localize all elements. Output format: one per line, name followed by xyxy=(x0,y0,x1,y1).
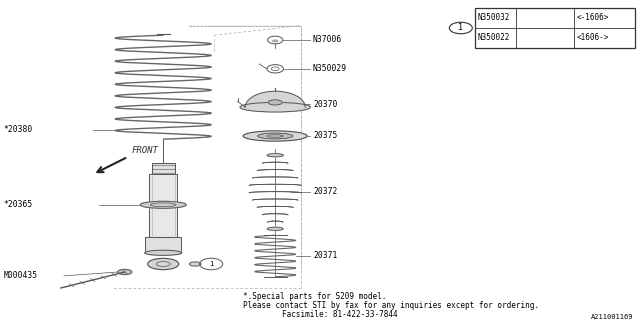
Text: *20365: *20365 xyxy=(3,200,33,209)
Text: M000435: M000435 xyxy=(3,271,37,280)
Ellipse shape xyxy=(140,201,186,208)
Text: N350032: N350032 xyxy=(477,13,510,22)
Ellipse shape xyxy=(243,131,307,141)
Text: <1606->: <1606-> xyxy=(577,34,609,43)
Text: 1: 1 xyxy=(209,261,213,267)
Text: *20380: *20380 xyxy=(3,125,33,134)
Text: 20370: 20370 xyxy=(313,100,337,108)
Text: Facsimile: 81-422-33-7844: Facsimile: 81-422-33-7844 xyxy=(282,310,397,319)
Text: 20375: 20375 xyxy=(313,132,337,140)
Ellipse shape xyxy=(268,227,283,230)
FancyBboxPatch shape xyxy=(145,237,181,253)
Ellipse shape xyxy=(268,100,282,105)
Ellipse shape xyxy=(189,262,201,266)
Text: Please contact STI by fax for any inquiries except for ordering.: Please contact STI by fax for any inquir… xyxy=(243,301,540,310)
Text: N350022: N350022 xyxy=(477,34,510,43)
FancyBboxPatch shape xyxy=(149,174,177,237)
Text: *.Special parts for S209 model.: *.Special parts for S209 model. xyxy=(243,292,387,301)
FancyBboxPatch shape xyxy=(152,163,175,174)
FancyBboxPatch shape xyxy=(475,8,635,48)
Ellipse shape xyxy=(268,154,283,157)
Text: 1: 1 xyxy=(458,23,463,33)
Text: 20372: 20372 xyxy=(313,188,337,196)
Text: 20371: 20371 xyxy=(313,252,337,260)
Ellipse shape xyxy=(148,258,179,270)
Ellipse shape xyxy=(257,133,293,139)
Text: N37006: N37006 xyxy=(313,36,342,44)
Text: A211001169: A211001169 xyxy=(591,314,634,320)
Ellipse shape xyxy=(118,269,132,275)
Ellipse shape xyxy=(273,40,278,42)
Text: N350029: N350029 xyxy=(313,64,347,73)
Text: <-1606>: <-1606> xyxy=(577,13,609,22)
Ellipse shape xyxy=(145,250,182,255)
Ellipse shape xyxy=(240,102,310,112)
Text: FRONT: FRONT xyxy=(131,146,158,155)
